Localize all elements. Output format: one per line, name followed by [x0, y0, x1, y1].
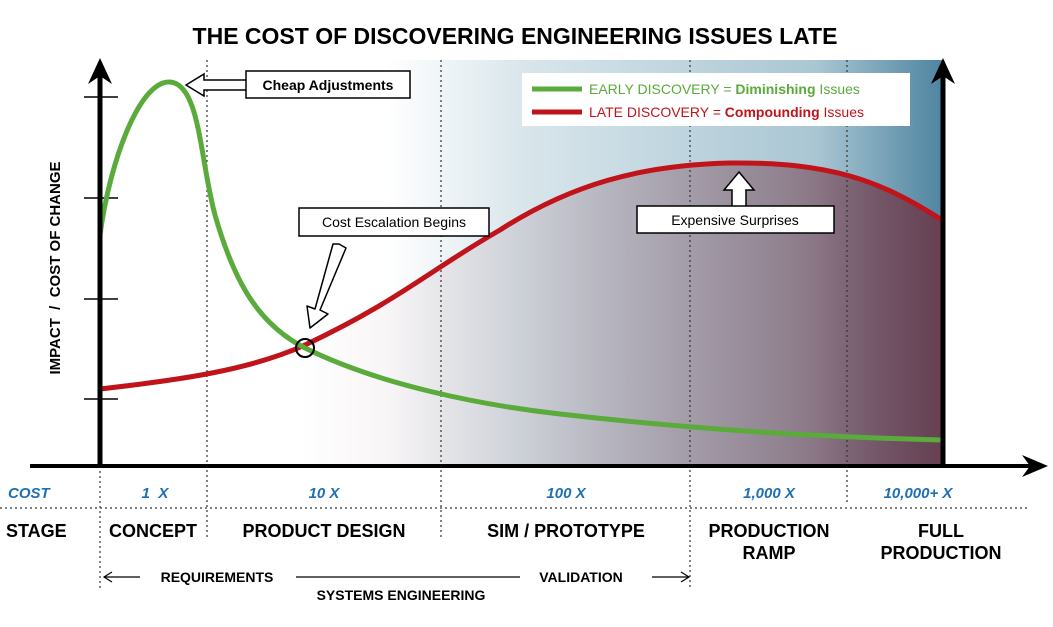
- cost-escalation-label: Cost Escalation Begins: [322, 214, 466, 230]
- cost-full-production: 10,000+ X: [884, 485, 954, 502]
- stage-concept: CONCEPT: [109, 521, 197, 541]
- stage-product-design: PRODUCT DESIGN: [242, 521, 405, 541]
- cost-concept: 1 X: [142, 485, 170, 502]
- stage-sim-prototype: SIM / PROTOTYPE: [487, 521, 645, 541]
- crossover-marker: [295, 338, 315, 358]
- callout-expensive-surprises: Expensive Surprises: [636, 170, 835, 234]
- validation-label: VALIDATION: [539, 569, 622, 585]
- phase-dividers: [99, 60, 848, 590]
- stage-row-label: STAGE: [6, 521, 67, 541]
- callout-cost-escalation: Cost Escalation Begins: [298, 207, 490, 329]
- escalation-arrow: [306, 243, 347, 329]
- expensive-surprises-label: Expensive Surprises: [671, 212, 799, 228]
- requirements-label: REQUIREMENTS: [161, 569, 274, 585]
- late-discovery-curve: [99, 160, 944, 392]
- cost-product-design: 10 X: [309, 485, 341, 502]
- legend-late-entry: LATE DISCOVERY = Compounding Issues: [589, 104, 864, 120]
- x-axis-arrowhead: [1022, 455, 1048, 477]
- stage-production-ramp-line2: RAMP: [743, 543, 796, 563]
- stage-production-ramp-line1: PRODUCTION: [709, 521, 830, 541]
- cost-sim-prototype: 100 X: [546, 485, 586, 502]
- stage-full-production-line2: PRODUCTION: [881, 543, 1002, 563]
- systems-engineering-label: SYSTEMS ENGINEERING: [317, 587, 486, 603]
- callout-cheap-adjustments: Cheap Adjustments: [184, 70, 411, 99]
- y-axis-label: IMPACT / COST OF CHANGE: [47, 161, 64, 374]
- early-discovery-curve: [97, 79, 943, 443]
- legend-early-entry: EARLY DISCOVERY = Diminishing Issues: [589, 81, 860, 97]
- y-axis-arrowhead: [88, 58, 112, 84]
- cheap-adjustments-label: Cheap Adjustments: [263, 77, 394, 93]
- diagram-title: THE COST OF DISCOVERING ENGINEERING ISSU…: [193, 23, 838, 49]
- legend: EARLY DISCOVERY = Diminishing Issues LAT…: [522, 73, 910, 126]
- cost-row-label: COST: [8, 485, 52, 502]
- right-axis-arrowhead: [931, 58, 955, 84]
- cost-production-ramp: 1,000 X: [743, 485, 796, 502]
- stage-full-production-line1: FULL: [918, 521, 964, 541]
- span-requirements-validation: REQUIREMENTS VALIDATION: [102, 569, 691, 585]
- cost-multipliers: 1 X 10 X 100 X 1,000 X 10,000+ X: [142, 485, 954, 502]
- stage-names: CONCEPT PRODUCT DESIGN SIM / PROTOTYPE P…: [109, 521, 1002, 563]
